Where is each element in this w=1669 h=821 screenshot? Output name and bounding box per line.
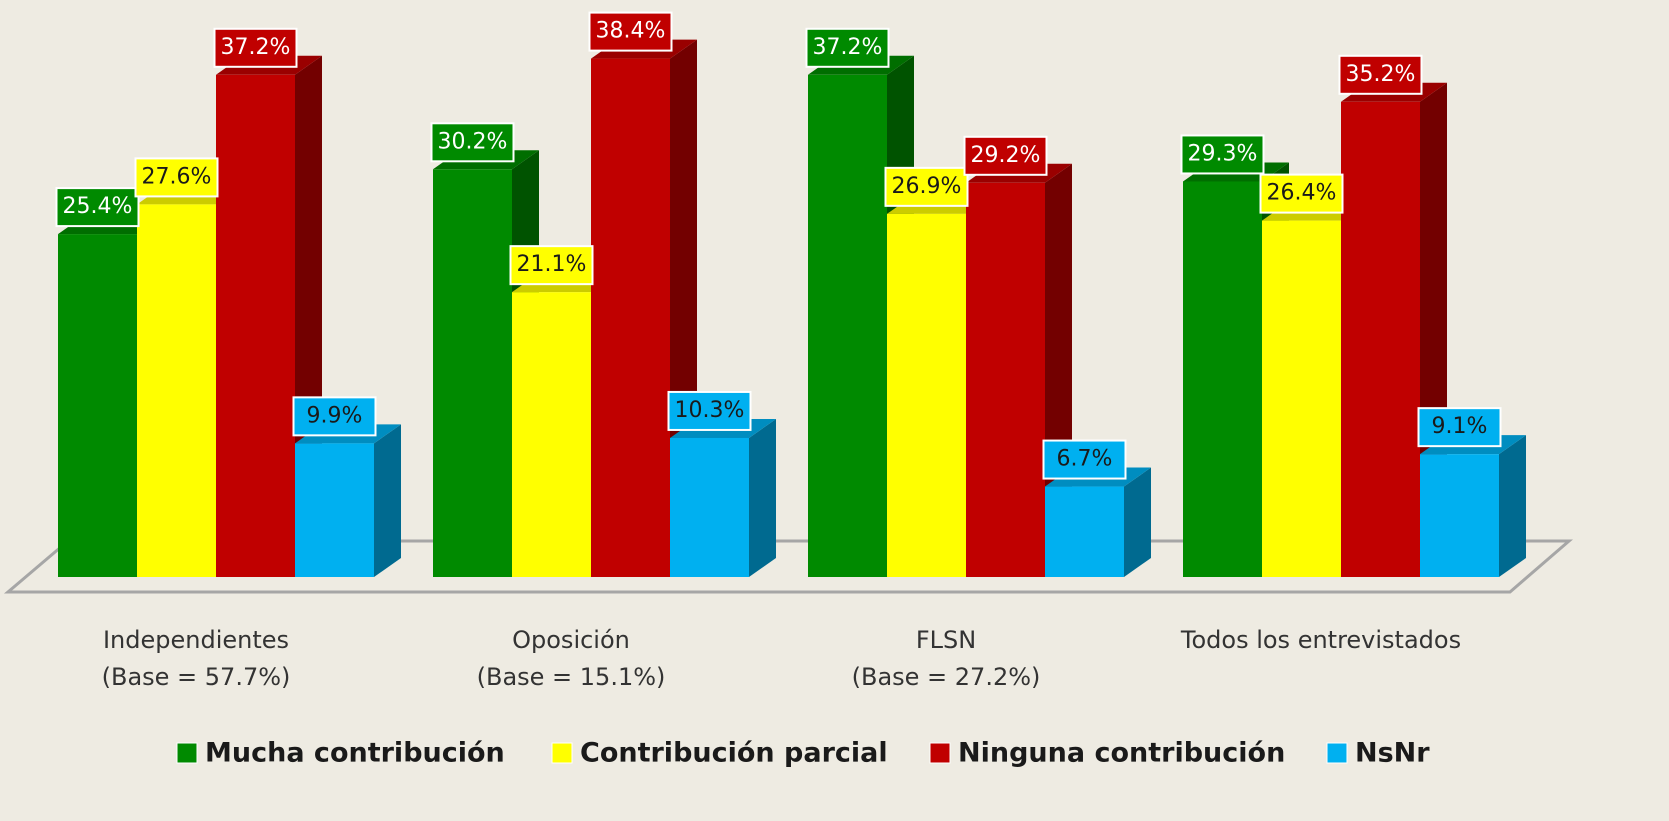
bar-front xyxy=(58,234,137,577)
value-label: 9.1% xyxy=(1432,414,1488,439)
bar xyxy=(670,418,776,577)
value-label: 9.9% xyxy=(307,403,363,428)
legend-label: NsNr xyxy=(1355,738,1430,769)
value-label: 25.4% xyxy=(63,194,133,219)
x-tick-label: Oposición xyxy=(512,626,630,654)
bar-side xyxy=(1499,435,1526,577)
value-label-box xyxy=(805,27,890,68)
value-label: 38.4% xyxy=(596,19,666,44)
x-tick-label: Independientes xyxy=(103,626,289,654)
legend-swatch xyxy=(929,742,951,764)
value-label: 37.2% xyxy=(813,35,883,60)
value-label-box xyxy=(1259,173,1344,214)
value-label-box xyxy=(1417,407,1502,448)
bar-front xyxy=(1420,454,1499,577)
value-label-box xyxy=(884,166,969,207)
value-label: 26.4% xyxy=(1267,181,1337,206)
value-label-box xyxy=(509,245,594,286)
value-label-box xyxy=(55,187,140,228)
value-label-box xyxy=(667,390,752,431)
value-label: 21.1% xyxy=(517,252,587,277)
bar xyxy=(1420,435,1526,577)
legend-label: Ninguna contribución xyxy=(958,738,1285,769)
value-label: 37.2% xyxy=(221,35,291,60)
bar-front xyxy=(1262,220,1341,577)
value-label: 26.9% xyxy=(892,174,962,199)
bar-front xyxy=(137,204,216,577)
value-label-box xyxy=(292,396,377,437)
bar-front xyxy=(216,74,295,578)
bar-front xyxy=(670,437,749,577)
bar-front xyxy=(808,74,887,578)
bar-front xyxy=(1341,101,1420,578)
x-tick-label: Todos los entrevistados xyxy=(1180,626,1461,654)
value-label-box xyxy=(963,135,1048,176)
bar xyxy=(295,424,401,577)
bar-front xyxy=(512,292,591,577)
value-label: 29.3% xyxy=(1188,141,1258,166)
value-label: 6.7% xyxy=(1057,447,1113,472)
x-tick-sublabel: (Base = 15.1%) xyxy=(477,663,666,691)
bar-front xyxy=(295,443,374,577)
legend-label: Contribución parcial xyxy=(580,738,888,769)
bar-front xyxy=(591,58,670,578)
value-label: 35.2% xyxy=(1346,62,1416,87)
value-label: 30.2% xyxy=(438,129,508,154)
value-label: 29.2% xyxy=(971,143,1041,168)
legend-swatch xyxy=(176,742,198,764)
x-tick-sublabel: (Base = 57.7%) xyxy=(102,663,291,691)
value-label-box xyxy=(1180,134,1265,175)
legend-swatch xyxy=(551,742,573,764)
bar-front xyxy=(433,169,512,578)
bar-side xyxy=(749,418,776,577)
bar-side xyxy=(1124,467,1151,577)
bar-front xyxy=(966,182,1045,578)
bar-front xyxy=(1045,486,1124,577)
bar-side xyxy=(374,424,401,577)
value-label-box xyxy=(430,122,515,163)
bar-front xyxy=(1183,181,1262,577)
value-label-box xyxy=(1338,54,1423,95)
value-label: 27.6% xyxy=(142,164,212,189)
value-label-box xyxy=(588,11,673,52)
bar-front xyxy=(887,213,966,577)
value-label: 10.3% xyxy=(675,398,745,423)
value-label-box xyxy=(213,27,298,68)
legend-swatch xyxy=(1326,742,1348,764)
bar xyxy=(1045,467,1151,577)
x-tick-label: FLSN xyxy=(916,626,976,654)
x-tick-sublabel: (Base = 27.2%) xyxy=(852,663,1041,691)
value-label-box xyxy=(1042,439,1127,480)
legend-label: Mucha contribución xyxy=(205,738,505,769)
value-label-box xyxy=(134,157,219,198)
